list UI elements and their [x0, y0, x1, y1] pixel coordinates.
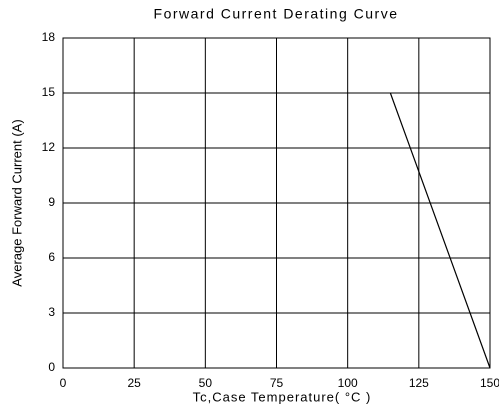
- y-tick-label: 12: [42, 140, 56, 154]
- x-tick-label: 100: [338, 376, 358, 390]
- chart-title: Forward Current Derating Curve: [154, 6, 399, 22]
- y-tick-label: 18: [42, 30, 56, 44]
- y-tick-label: 3: [48, 305, 55, 319]
- x-tick-label: 150: [480, 376, 499, 390]
- x-tick-label: 125: [409, 376, 429, 390]
- y-tick-label: 9: [48, 195, 55, 209]
- x-axis-label: Tc,Case Temperature( °C ): [193, 389, 372, 404]
- line: [389, 92, 491, 369]
- y-tick-label: 6: [48, 250, 55, 264]
- y-tick-label: 0: [48, 360, 55, 374]
- plot-frame: [62, 37, 491, 369]
- y-axis-label: Average Forward Current (A): [9, 119, 24, 286]
- y-tick-label: 15: [42, 85, 56, 99]
- x-tick-label: 25: [127, 376, 141, 390]
- x-tick-label: 75: [270, 376, 284, 390]
- x-tick-label: 0: [60, 376, 67, 390]
- x-tick-label: 50: [199, 376, 213, 390]
